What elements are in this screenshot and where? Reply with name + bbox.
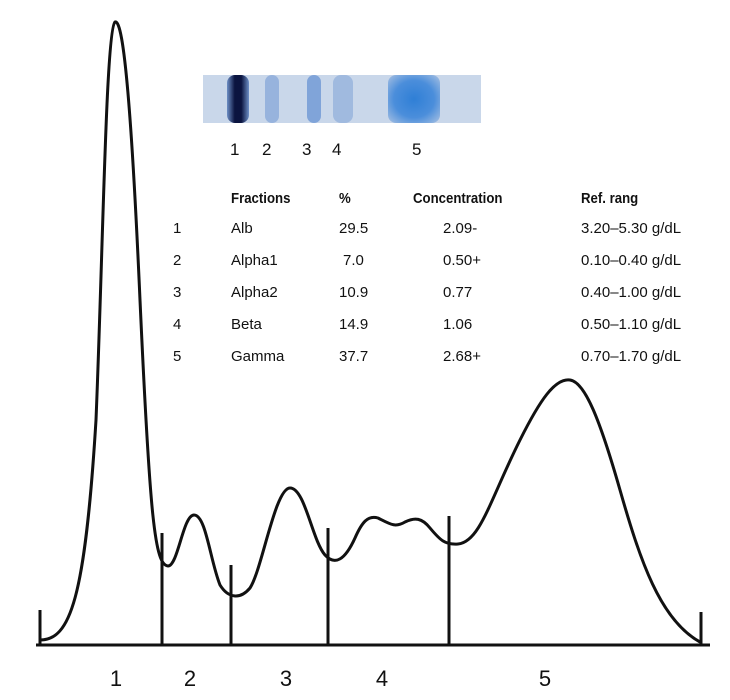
- row-num: 4: [173, 315, 182, 333]
- gel-band-4: [333, 75, 353, 123]
- gel-band-1: [227, 75, 249, 123]
- row-concentration: 2.09-: [443, 219, 478, 237]
- row-percent: 14.9: [339, 315, 369, 333]
- strip-label-4: 4: [332, 140, 342, 159]
- row-percent: 37.7: [339, 347, 369, 365]
- peak-label-5: 5: [538, 666, 552, 691]
- row-num: 2: [173, 251, 182, 269]
- row-concentration: 1.06: [443, 315, 473, 333]
- gel-band-5: [388, 75, 440, 123]
- header-ref-range: Ref. rang: [581, 189, 639, 207]
- row-num: 1: [173, 219, 182, 237]
- row-concentration: 0.77: [443, 283, 473, 301]
- row-ref-range: 0.70–1.70 g/dL: [581, 347, 682, 365]
- peak-label-1: 1: [109, 666, 123, 691]
- peak-label-4: 4: [375, 666, 389, 691]
- table-row: 1 Alb 29.5 2.09- 3.20–5.30 g/dL: [160, 212, 721, 244]
- header-percent: %: [339, 189, 351, 207]
- table-header-row: Fractions % Concentration Ref. rang: [160, 184, 721, 212]
- row-concentration: 2.68+: [443, 347, 481, 365]
- row-fraction: Alb: [231, 219, 253, 237]
- strip-label-3: 3: [302, 140, 312, 159]
- row-percent: 10.9: [339, 283, 369, 301]
- row-fraction: Beta: [231, 315, 262, 333]
- table-row: 4 Beta 14.9 1.06 0.50–1.10 g/dL: [160, 308, 721, 340]
- strip-label-2: 2: [262, 140, 272, 159]
- header-concentration: Concentration: [413, 189, 503, 207]
- row-ref-range: 0.40–1.00 g/dL: [581, 283, 682, 301]
- peak-label-2: 2: [183, 666, 197, 691]
- header-num: [160, 184, 222, 212]
- row-fraction: Gamma: [231, 347, 285, 365]
- row-fraction: Alpha1: [231, 251, 278, 269]
- table-row: 2 Alpha1 7.0 0.50+ 0.10–0.40 g/dL: [160, 244, 721, 276]
- row-fraction: Alpha2: [231, 283, 278, 301]
- header-fractions: Fractions: [231, 189, 291, 207]
- table-row: 3 Alpha2 10.9 0.77 0.40–1.00 g/dL: [160, 276, 721, 308]
- row-percent: 29.5: [339, 219, 369, 237]
- gel-band-3: [307, 75, 321, 123]
- strip-label-5: 5: [412, 140, 422, 159]
- row-ref-range: 3.20–5.30 g/dL: [581, 219, 682, 237]
- fractions-table: Fractions % Concentration Ref. rang 1 Al…: [160, 184, 721, 372]
- row-percent: 7.0: [343, 251, 364, 269]
- strip-label-1: 1: [230, 140, 240, 159]
- gel-band-2: [265, 75, 279, 123]
- row-concentration: 0.50+: [443, 251, 481, 269]
- gel-strip: [203, 75, 481, 123]
- row-ref-range: 0.50–1.10 g/dL: [581, 315, 682, 333]
- row-num: 3: [173, 283, 182, 301]
- row-ref-range: 0.10–0.40 g/dL: [581, 251, 682, 269]
- row-num: 5: [173, 347, 182, 365]
- peak-label-3: 3: [279, 666, 293, 691]
- table-row: 5 Gamma 37.7 2.68+ 0.70–1.70 g/dL: [160, 340, 721, 372]
